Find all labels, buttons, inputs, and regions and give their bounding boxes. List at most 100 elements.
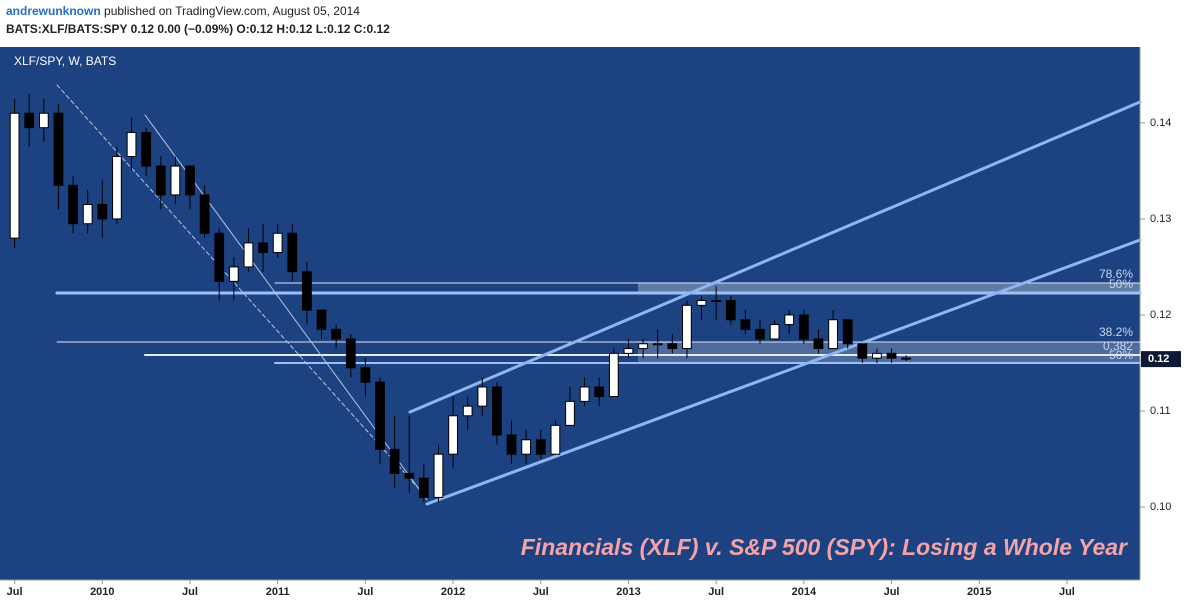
x-tick-label: Jul	[182, 586, 198, 598]
candle-body	[82, 203, 93, 225]
x-tick-label: Jul	[533, 586, 549, 598]
candle-body	[155, 165, 166, 196]
candle-body	[608, 352, 619, 398]
candles	[9, 94, 912, 503]
candle-body	[433, 453, 444, 498]
x-tick-label: 2013	[616, 586, 640, 598]
candle-body	[418, 477, 429, 498]
candle-body	[769, 324, 780, 340]
candle-body	[302, 271, 312, 311]
candle-body	[682, 304, 692, 350]
candle-body	[214, 232, 225, 282]
candle-body	[506, 434, 517, 455]
y-tick-label: 0.12	[1150, 309, 1171, 321]
y-tick-label: 0.14	[1150, 117, 1171, 129]
candle-body	[228, 266, 239, 282]
chart-title: XLF/SPY, W, BATS	[14, 54, 116, 68]
candle-body	[828, 319, 838, 350]
header-line: andrewunknown published on TradingView.c…	[6, 4, 360, 18]
x-tick-label: 2011	[266, 586, 290, 598]
candle-body	[185, 165, 195, 196]
candle-body	[696, 300, 707, 306]
fib-label: 50%	[1109, 348, 1133, 362]
candle-body	[594, 386, 605, 398]
candle-body	[784, 314, 795, 326]
candle-body	[9, 112, 20, 239]
x-tick-label: Jul	[7, 586, 23, 598]
quote: BATS:XLF/BATS:SPY 0.12 0.00 (−0.09%) O:0…	[6, 22, 390, 36]
x-tick-label: 2014	[792, 586, 817, 598]
x-tick-label: 2010	[90, 586, 114, 598]
annotation: Financials (XLF) v. S&P 500 (SPY): Losin…	[521, 534, 1128, 560]
candle-body	[550, 424, 561, 455]
candle-body	[68, 184, 78, 225]
candle-body	[492, 386, 502, 436]
trend-line	[56, 84, 421, 491]
x-tick-label: 2012	[441, 586, 465, 598]
candle-body	[331, 328, 342, 340]
candle-body	[97, 203, 108, 220]
candle-body	[345, 338, 356, 369]
candle-body	[38, 112, 49, 129]
candle-body	[755, 328, 765, 340]
candle-body	[901, 357, 912, 360]
candle-body	[258, 242, 268, 254]
candle-body	[565, 400, 575, 426]
candle-body	[652, 343, 663, 346]
candle-body	[360, 367, 371, 383]
candle-body	[857, 343, 868, 359]
fib-label: 0.382	[1103, 339, 1133, 353]
candle-body	[126, 131, 137, 157]
candle-body	[112, 155, 122, 220]
published: published on TradingView.com, August 05,…	[104, 4, 360, 18]
candle-body	[872, 352, 882, 359]
x-tick-label: Jul	[1059, 586, 1075, 598]
candle-body	[170, 165, 181, 196]
candle-body	[462, 405, 473, 417]
last-price-label: 0.12	[1148, 353, 1169, 365]
fib-label: 50%	[1109, 277, 1133, 291]
y-tick-label: 0.13	[1150, 213, 1171, 225]
fib-label: 78.6%	[1099, 267, 1133, 281]
x-tick-label: 2015	[967, 586, 991, 598]
candle-body	[272, 232, 283, 254]
candle-body	[404, 472, 415, 479]
y-tick-label: 0.10	[1150, 501, 1171, 513]
candle-body	[287, 232, 298, 273]
candle-body	[711, 300, 722, 303]
channel-line	[408, 100, 1142, 414]
author: andrewunknown	[6, 4, 101, 18]
candle-body	[842, 319, 853, 345]
candle-body	[375, 381, 385, 450]
x-tick-label: Jul	[884, 586, 900, 598]
candle-body	[886, 352, 897, 359]
candle-body	[448, 415, 458, 455]
fib-label: 38.2%	[1099, 325, 1133, 339]
last-price-tag	[1141, 351, 1181, 368]
fib-zone	[638, 342, 1140, 363]
candle-body	[199, 194, 210, 234]
candle-body	[316, 309, 327, 330]
plot-area	[0, 47, 1140, 580]
candle-body	[725, 300, 736, 321]
candle-body	[667, 343, 678, 350]
candle-body	[535, 439, 546, 455]
candle-body	[53, 112, 64, 186]
candle-body	[24, 112, 35, 129]
candle-body	[579, 386, 590, 402]
candle-body	[141, 131, 152, 167]
x-tick-label: Jul	[708, 586, 724, 598]
fib-zone	[638, 283, 1140, 293]
candle-body	[477, 386, 488, 407]
candle-body	[623, 348, 634, 354]
candle-body	[243, 242, 254, 268]
candle-body	[813, 338, 824, 350]
candle-body	[740, 319, 751, 330]
candle-body	[521, 439, 532, 455]
channel-line	[425, 238, 1142, 506]
x-tick-label: Jul	[357, 586, 373, 598]
candle-body	[389, 448, 400, 474]
y-tick-label: 0.11	[1150, 405, 1171, 417]
